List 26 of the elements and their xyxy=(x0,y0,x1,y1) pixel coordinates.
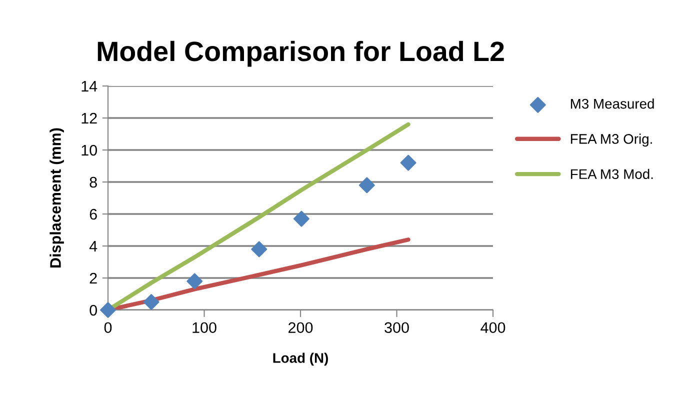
point xyxy=(293,210,310,227)
x-tick-label: 200 xyxy=(288,322,313,334)
y-tick-label: 2 xyxy=(90,272,97,284)
y-axis-title: Displacement (mm) xyxy=(50,128,64,268)
x-tick-label: 100 xyxy=(192,322,216,334)
point xyxy=(100,302,116,318)
x-tick-label: 300 xyxy=(384,322,409,334)
y-tick-label: 4 xyxy=(89,241,98,252)
y-tick-label: 6 xyxy=(90,208,97,220)
x-tick-label: 0 xyxy=(104,322,112,334)
chart-title: Model Comparison for Load L2 xyxy=(98,40,504,67)
point xyxy=(251,241,268,258)
y-tick-label: 12 xyxy=(82,112,97,124)
y-tick-label: 10 xyxy=(82,144,97,156)
x-axis-title: Load (N) xyxy=(273,352,328,366)
point xyxy=(400,154,416,171)
y-tick-label: 14 xyxy=(82,81,98,92)
x-tick-label: 400 xyxy=(480,322,506,334)
point xyxy=(143,294,160,310)
legend-label: FEA M3 Orig. xyxy=(570,134,652,147)
legend-label: FEA M3 Mod. xyxy=(570,168,653,180)
y-tick-label: 0 xyxy=(90,304,97,316)
y-tick-label: 8 xyxy=(90,176,97,188)
legend-label: M3 Measured xyxy=(570,98,654,109)
point xyxy=(186,273,203,290)
point xyxy=(358,177,375,194)
